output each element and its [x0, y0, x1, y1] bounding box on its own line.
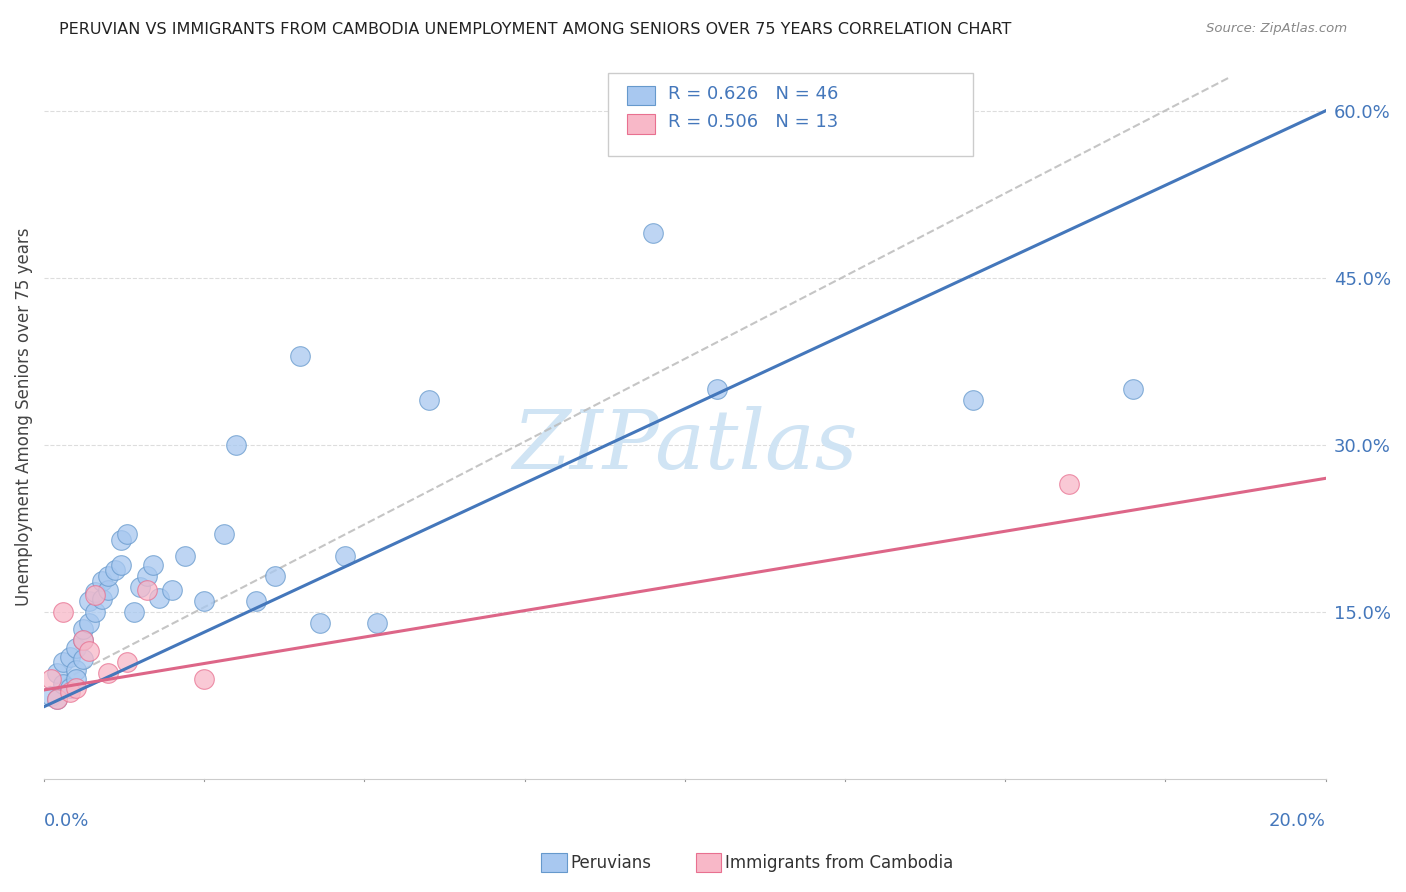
FancyBboxPatch shape — [607, 73, 973, 156]
Point — [65, 681, 87, 695]
Point — [90, 574, 112, 588]
Point — [59, 685, 82, 699]
Bar — [627, 86, 655, 105]
Point — [97, 569, 120, 583]
Point — [65, 663, 87, 677]
Point — [52, 605, 75, 619]
Point — [135, 582, 157, 597]
Point — [110, 533, 132, 547]
Point — [39, 672, 62, 686]
Text: R = 0.626   N = 46: R = 0.626 N = 46 — [668, 85, 838, 103]
Point — [706, 382, 728, 396]
Point — [335, 549, 357, 564]
Point — [129, 581, 152, 595]
Point — [225, 438, 247, 452]
Point — [72, 622, 94, 636]
Point — [641, 227, 664, 241]
Point — [45, 691, 67, 706]
Point — [263, 569, 285, 583]
Point — [162, 582, 184, 597]
Text: 0.0%: 0.0% — [44, 812, 90, 830]
Point — [104, 563, 127, 577]
Point — [45, 691, 67, 706]
Text: ZIPatlas: ZIPatlas — [512, 406, 858, 486]
Point — [45, 666, 67, 681]
Point — [52, 677, 75, 691]
Text: R = 0.506   N = 13: R = 0.506 N = 13 — [668, 113, 838, 131]
Point — [59, 681, 82, 695]
Text: 20.0%: 20.0% — [1268, 812, 1326, 830]
Point — [1057, 476, 1080, 491]
Point — [212, 527, 235, 541]
Point — [84, 585, 107, 599]
Point — [72, 632, 94, 647]
Point — [65, 640, 87, 655]
Point — [962, 393, 984, 408]
Text: Immigrants from Cambodia: Immigrants from Cambodia — [725, 854, 953, 871]
Point — [117, 655, 139, 669]
Point — [110, 558, 132, 573]
Point — [84, 605, 107, 619]
Point — [418, 393, 440, 408]
Point — [193, 672, 215, 686]
Point — [135, 569, 157, 583]
Point — [1122, 382, 1144, 396]
Point — [84, 588, 107, 602]
Point — [59, 649, 82, 664]
Point — [117, 527, 139, 541]
Bar — [627, 114, 655, 134]
Text: PERUVIAN VS IMMIGRANTS FROM CAMBODIA UNEMPLOYMENT AMONG SENIORS OVER 75 YEARS CO: PERUVIAN VS IMMIGRANTS FROM CAMBODIA UNE… — [59, 22, 1011, 37]
Point — [122, 605, 145, 619]
Point — [72, 632, 94, 647]
Point — [90, 591, 112, 606]
Point — [77, 644, 100, 658]
Point — [65, 672, 87, 686]
Point — [52, 655, 75, 669]
Point — [193, 594, 215, 608]
Point — [77, 616, 100, 631]
Point — [77, 594, 100, 608]
Point — [290, 349, 312, 363]
Point — [245, 594, 267, 608]
Y-axis label: Unemployment Among Seniors over 75 years: Unemployment Among Seniors over 75 years — [15, 227, 32, 607]
Point — [142, 558, 165, 573]
Point — [366, 616, 388, 631]
Point — [308, 616, 330, 631]
Point — [97, 666, 120, 681]
Text: Source: ZipAtlas.com: Source: ZipAtlas.com — [1206, 22, 1347, 36]
Text: Peruvians: Peruvians — [571, 854, 652, 871]
Point — [72, 652, 94, 666]
Point — [97, 582, 120, 597]
Point — [39, 689, 62, 703]
Point — [148, 591, 170, 605]
Point — [174, 549, 197, 564]
